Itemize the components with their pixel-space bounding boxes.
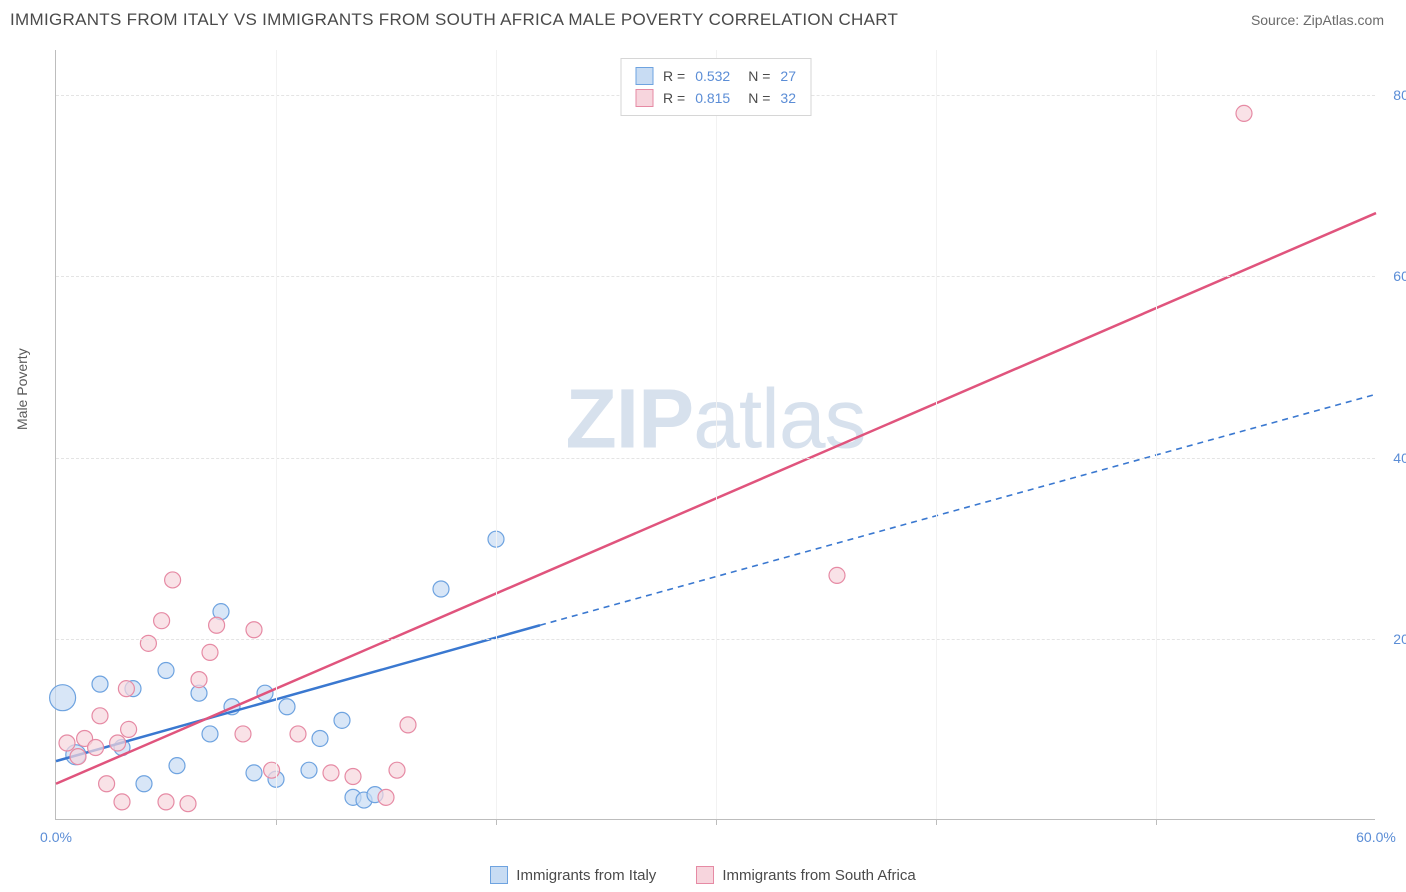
y-axis-label: Male Poverty xyxy=(14,348,30,430)
data-point xyxy=(345,769,361,785)
data-point xyxy=(1236,105,1252,121)
data-point xyxy=(829,567,845,583)
data-point xyxy=(92,708,108,724)
data-point xyxy=(154,613,170,629)
legend-item-italy: Immigrants from Italy xyxy=(490,866,656,884)
data-point xyxy=(202,726,218,742)
data-point xyxy=(118,681,134,697)
data-point xyxy=(290,726,306,742)
data-point xyxy=(136,776,152,792)
data-point xyxy=(389,762,405,778)
data-point xyxy=(235,726,251,742)
y-tick-label: 80.0% xyxy=(1393,87,1406,103)
y-tick-label: 60.0% xyxy=(1393,268,1406,284)
data-point xyxy=(180,796,196,812)
legend-label-italy: Immigrants from Italy xyxy=(516,867,656,884)
data-point xyxy=(334,712,350,728)
trend-line-extension xyxy=(540,394,1376,625)
n-value-italy: 27 xyxy=(780,68,796,84)
data-point xyxy=(246,765,262,781)
data-point xyxy=(99,776,115,792)
gridline-v xyxy=(1156,50,1157,819)
data-point xyxy=(378,789,394,805)
gridline-v xyxy=(716,50,717,819)
gridline-v xyxy=(496,50,497,819)
swatch-italy-icon xyxy=(490,866,508,884)
x-minor-tick xyxy=(276,819,277,825)
data-point xyxy=(323,765,339,781)
data-point xyxy=(202,644,218,660)
r-value-italy: 0.532 xyxy=(695,68,730,84)
source-label: Source: ZipAtlas.com xyxy=(1251,12,1384,28)
y-tick-label: 20.0% xyxy=(1393,631,1406,647)
series-legend: Immigrants from Italy Immigrants from So… xyxy=(0,866,1406,884)
x-tick-label: 60.0% xyxy=(1356,829,1396,845)
legend-item-south-africa: Immigrants from South Africa xyxy=(696,866,915,884)
data-point xyxy=(140,635,156,651)
data-point xyxy=(158,663,174,679)
chart-plot-area: ZIPatlas R = 0.532 N = 27 R = 0.815 N = … xyxy=(55,50,1375,820)
r-value-south-africa: 0.815 xyxy=(695,90,730,106)
swatch-south-africa-icon xyxy=(696,866,714,884)
data-point xyxy=(50,685,76,711)
chart-title: IMMIGRANTS FROM ITALY VS IMMIGRANTS FROM… xyxy=(10,10,898,30)
data-point xyxy=(246,622,262,638)
header: IMMIGRANTS FROM ITALY VS IMMIGRANTS FROM… xyxy=(0,0,1406,38)
data-point xyxy=(312,730,328,746)
data-point xyxy=(209,617,225,633)
correlation-legend: R = 0.532 N = 27 R = 0.815 N = 32 xyxy=(620,58,811,116)
x-minor-tick xyxy=(496,819,497,825)
data-point xyxy=(121,721,137,737)
data-point xyxy=(70,749,86,765)
legend-row-italy: R = 0.532 N = 27 xyxy=(635,65,796,87)
data-point xyxy=(92,676,108,692)
x-tick-label: 0.0% xyxy=(40,829,72,845)
data-point xyxy=(433,581,449,597)
data-point xyxy=(264,762,280,778)
data-point xyxy=(191,672,207,688)
data-point xyxy=(279,699,295,715)
legend-row-south-africa: R = 0.815 N = 32 xyxy=(635,87,796,109)
data-point xyxy=(158,794,174,810)
data-point xyxy=(110,735,126,751)
data-point xyxy=(165,572,181,588)
legend-label-south-africa: Immigrants from South Africa xyxy=(722,867,915,884)
data-point xyxy=(301,762,317,778)
x-minor-tick xyxy=(936,819,937,825)
data-point xyxy=(169,758,185,774)
gridline-v xyxy=(276,50,277,819)
data-point xyxy=(88,740,104,756)
data-point xyxy=(400,717,416,733)
data-point xyxy=(59,735,75,751)
swatch-south-africa xyxy=(635,89,653,107)
x-minor-tick xyxy=(1156,819,1157,825)
n-value-south-africa: 32 xyxy=(780,90,796,106)
gridline-v xyxy=(936,50,937,819)
swatch-italy xyxy=(635,67,653,85)
x-minor-tick xyxy=(716,819,717,825)
data-point xyxy=(114,794,130,810)
y-tick-label: 40.0% xyxy=(1393,450,1406,466)
